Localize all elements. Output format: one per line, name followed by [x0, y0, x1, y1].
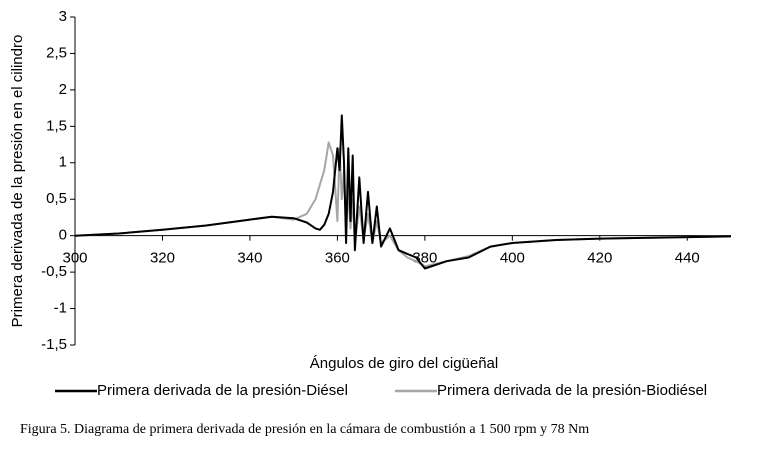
- x-axis-title: Ángulos de giro del cigüeñal: [310, 355, 498, 372]
- x-tick-label: 400: [500, 250, 525, 267]
- y-tick-label: 3: [59, 8, 67, 25]
- series-line: [74, 114, 732, 270]
- legend-label: Primera derivada de la presión-Biodiésel: [437, 382, 707, 399]
- y-tick-label: 0,5: [46, 190, 67, 207]
- series-line: [74, 141, 732, 268]
- y-tick-label: -1: [54, 300, 67, 317]
- caption: Figura 5. Diagrama de primera derivada d…: [20, 422, 589, 437]
- x-tick-label: 320: [150, 250, 175, 267]
- x-tick-label: 440: [675, 250, 700, 267]
- y-tick-label: 1: [59, 154, 67, 171]
- y-tick-label: 2: [59, 81, 67, 98]
- x-tick-label: 300: [62, 250, 87, 267]
- y-tick-label: -0,5: [41, 263, 67, 280]
- y-tick-label: -1,5: [41, 336, 67, 353]
- x-tick-label: 420: [587, 250, 612, 267]
- y-axis-title: Primera derivada de la presión en el cil…: [9, 35, 26, 328]
- x-tick-label: 360: [325, 250, 350, 267]
- y-tick-label: 1,5: [46, 117, 67, 134]
- y-tick-label: 2,5: [46, 44, 67, 61]
- x-tick-label: 340: [237, 250, 262, 267]
- legend-label: Primera derivada de la presión-Diésel: [97, 382, 348, 399]
- y-tick-label: 0: [59, 227, 67, 244]
